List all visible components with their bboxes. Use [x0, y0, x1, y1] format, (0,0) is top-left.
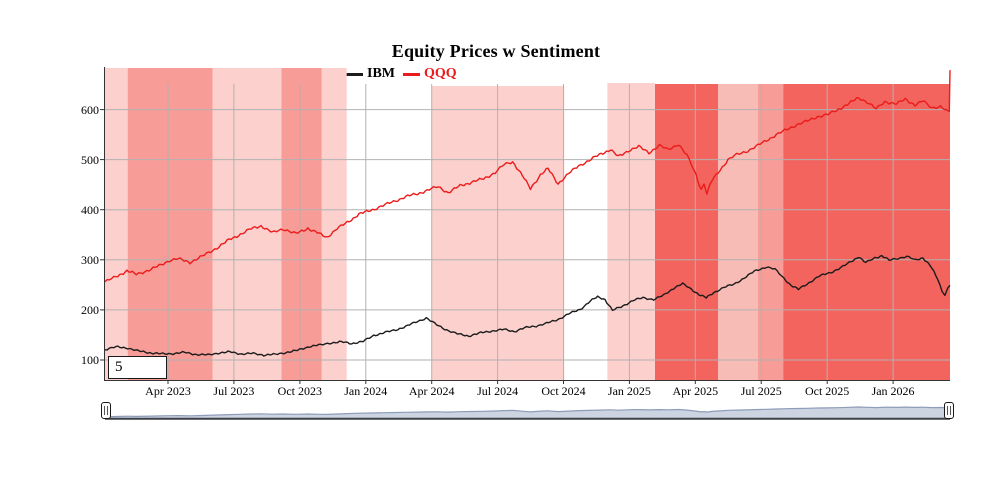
- sentiment-band-light: [105, 68, 128, 380]
- navigator-handle-left[interactable]: [101, 402, 111, 419]
- sentiment-bands: [105, 68, 950, 380]
- legend: IBM QQQ: [346, 66, 465, 82]
- y-tick-label: 200: [81, 302, 99, 317]
- sentiment-band-light: [607, 83, 655, 380]
- x-tick-label: Apr 2025: [672, 384, 719, 398]
- x-tick-label: Apr 2024: [408, 384, 455, 398]
- x-tick-label: Jul 2023: [213, 384, 255, 398]
- range-navigator[interactable]: [104, 405, 951, 420]
- y-tick-label: 600: [81, 102, 99, 117]
- x-tick-label: Oct 2023: [277, 384, 322, 398]
- series-line-qqq: [104, 70, 951, 283]
- legend-label-qqq: QQQ: [424, 66, 457, 81]
- y-tick-label: 100: [81, 352, 99, 367]
- x-tick-label: Jan 2025: [607, 384, 651, 398]
- window-size-input[interactable]: [108, 356, 167, 379]
- series-line-ibm: [104, 254, 951, 357]
- sentiment-band-light: [212, 68, 282, 380]
- sentiment-band-medium: [127, 68, 213, 380]
- y-tick-label: 300: [81, 252, 99, 267]
- sentiment-band-medium: [758, 84, 784, 380]
- sentiment-band-dark: [655, 84, 718, 380]
- navigator-handle-right[interactable]: [944, 402, 954, 419]
- sentiment-band-dark: [783, 84, 950, 380]
- navigator-area-line: [104, 405, 951, 418]
- legend-line-ibm-icon: [346, 72, 363, 76]
- axes: [100, 67, 950, 384]
- legend-label-ibm: IBM: [367, 66, 395, 81]
- chart-title: Equity Prices w Sentiment: [391, 41, 601, 61]
- x-tick-label: Oct 2024: [541, 384, 586, 398]
- x-tick-label: Jan 2024: [344, 384, 388, 398]
- sentiment-band-medium: [281, 68, 322, 380]
- sentiment-band-light: [321, 68, 347, 380]
- x-tick-label: Oct 2025: [804, 384, 850, 398]
- gridlines: [105, 84, 950, 380]
- x-tick-label: Jul 2024: [477, 384, 519, 398]
- y-tick-label: 500: [81, 152, 99, 167]
- sentiment-band-midlight: [718, 84, 758, 380]
- x-tick-label: Jan 2026: [871, 384, 915, 398]
- x-tick-label: Jul 2025: [740, 384, 782, 398]
- handle-grip-icon: [947, 406, 951, 415]
- x-tick-label: Apr 2023: [145, 384, 191, 398]
- legend-line-qqq-icon: [403, 72, 420, 76]
- y-tick-label: 400: [81, 202, 99, 217]
- handle-grip-icon: [104, 406, 108, 415]
